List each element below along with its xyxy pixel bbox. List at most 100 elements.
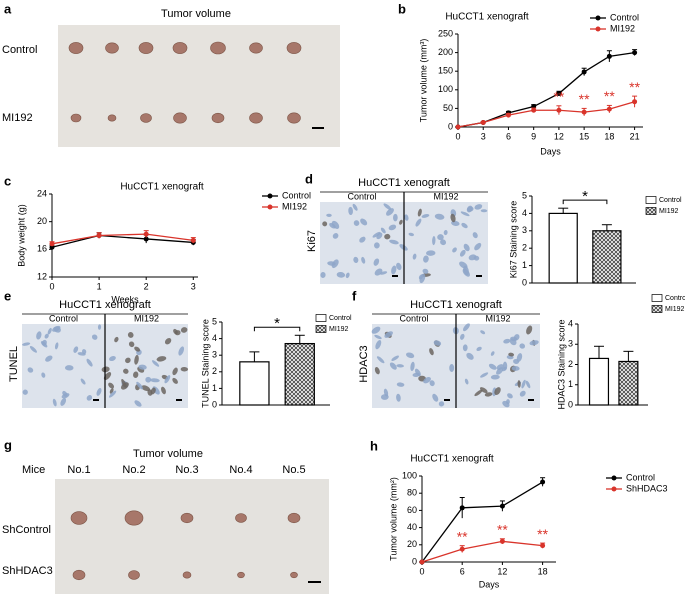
cell <box>472 232 478 239</box>
annotation: * <box>582 188 588 205</box>
stain-label: HDAC3 <box>358 345 370 382</box>
cell <box>460 333 465 340</box>
y-tick-label: 5 <box>522 190 527 200</box>
y-tick-label: 1 <box>212 383 217 393</box>
point <box>96 233 102 238</box>
x-axis-label: Days <box>479 579 500 589</box>
y-axis-label: HDAC3 Staining score <box>556 319 566 409</box>
bar <box>239 361 270 406</box>
corner-label: Mice <box>22 464 45 476</box>
cell <box>22 342 31 346</box>
cell <box>404 214 409 221</box>
cell <box>408 232 415 237</box>
cell <box>459 261 468 269</box>
chart-title: HuCCT1 xenograft <box>445 12 529 23</box>
legend-swatch <box>651 305 663 313</box>
cell <box>97 324 102 330</box>
cell <box>396 262 402 271</box>
cell <box>443 229 448 236</box>
cell <box>391 265 397 275</box>
cell <box>452 247 457 253</box>
y-tick-label: 60 <box>407 505 417 515</box>
cell <box>173 328 178 335</box>
column-label: No.4 <box>229 464 252 476</box>
cell <box>164 338 172 345</box>
cell <box>121 379 127 388</box>
y-tick-label: 0 <box>448 121 453 131</box>
x-tick-label: 6 <box>506 131 511 141</box>
column-label: No.3 <box>175 464 198 476</box>
cell <box>60 397 67 406</box>
y-tick-label: 0 <box>412 556 417 566</box>
cell <box>134 346 141 352</box>
cell <box>82 349 87 355</box>
panel-label: h <box>370 438 378 453</box>
cell <box>525 380 531 389</box>
tumor <box>235 513 247 523</box>
cell <box>352 203 358 211</box>
cell <box>432 236 436 246</box>
x-tick-label: 12 <box>554 131 564 141</box>
cell <box>109 390 117 398</box>
cell <box>383 388 389 397</box>
cell <box>353 256 359 264</box>
point <box>632 99 638 105</box>
cell <box>101 366 110 373</box>
cell <box>521 379 526 389</box>
legend-label: MI192 <box>282 201 307 211</box>
x-tick-label: 0 <box>49 281 54 291</box>
y-tick-label: 40 <box>407 522 417 532</box>
cell <box>138 364 147 370</box>
cell <box>459 249 466 257</box>
y-tick-label: 200 <box>438 47 453 57</box>
legend-label: Control <box>329 315 352 322</box>
point <box>540 543 546 549</box>
cell <box>415 218 422 227</box>
point <box>556 107 562 113</box>
cell <box>61 393 70 399</box>
cell <box>410 361 415 372</box>
cell <box>507 393 513 399</box>
cell <box>353 220 360 226</box>
cell <box>462 344 468 352</box>
cell <box>419 273 426 284</box>
point <box>49 241 55 247</box>
cell <box>54 342 59 350</box>
cell <box>484 392 493 397</box>
cell <box>145 376 152 383</box>
photo-title: Tumor volume <box>161 8 231 20</box>
annotation: ** <box>497 521 508 537</box>
cell <box>336 271 346 278</box>
annotation: ** <box>629 79 640 95</box>
stain-label: TUNEL <box>8 346 20 382</box>
point <box>49 244 55 250</box>
cell <box>331 220 340 229</box>
annotation: ** <box>537 526 548 542</box>
cell <box>476 346 482 352</box>
cell <box>360 218 368 226</box>
legend-marker <box>611 475 617 481</box>
cell <box>359 236 366 243</box>
cell <box>332 233 339 239</box>
cell <box>391 355 399 361</box>
cell <box>164 375 171 384</box>
cell <box>376 356 385 364</box>
cell <box>474 242 482 251</box>
cell <box>322 221 328 227</box>
legend-label: MI192 <box>659 208 679 215</box>
column-label: Control <box>347 191 376 201</box>
tumor <box>182 571 192 579</box>
cell <box>123 368 129 374</box>
cell <box>371 326 381 334</box>
legend-marker <box>595 15 601 21</box>
cell <box>396 382 405 387</box>
y-tick-label: 80 <box>407 488 417 498</box>
cell <box>496 364 504 370</box>
x-tick-label: 18 <box>604 131 614 141</box>
chart-title: HuCCT1 xenograft <box>410 454 494 465</box>
cell <box>53 326 61 333</box>
cell <box>502 400 510 408</box>
cell <box>136 381 143 390</box>
y-tick-label: 20 <box>407 539 417 549</box>
